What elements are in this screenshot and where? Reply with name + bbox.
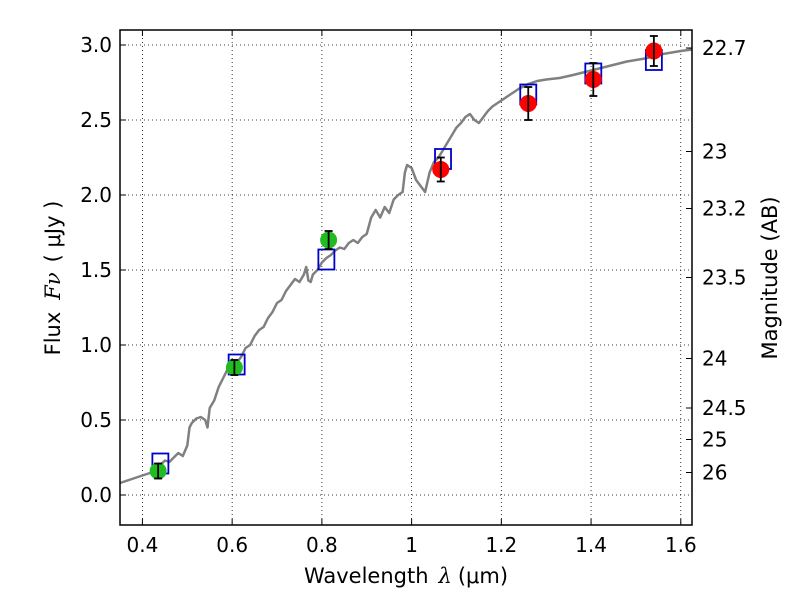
y-tick-label: 1.5 xyxy=(80,258,112,282)
magnitude-tick-label: 23.2 xyxy=(702,197,747,221)
magnitude-tick-label: 22.7 xyxy=(702,36,747,60)
x-tick-label: 1.6 xyxy=(665,533,697,557)
magnitude-tick-label: 26 xyxy=(702,461,727,485)
tick-layer: 0.4 0.6 0.8 1 1.2 1.4 1.6 0.0 0.5 1.0 1.5 2.0 2.5 3.0… xyxy=(80,30,747,557)
x-tick-label: 0.8 xyxy=(306,533,338,557)
y-tick-label: 0.0 xyxy=(80,483,112,507)
y-tick-label: 1.0 xyxy=(80,333,112,357)
x-axis-label: Wavelength λ (μm) xyxy=(304,564,508,588)
y-axis-label: FluxFν( μJy ) xyxy=(41,201,65,356)
x-tick-label: 0.6 xyxy=(216,533,248,557)
grid-layer xyxy=(120,30,692,525)
x-tick-label: 1.4 xyxy=(575,533,607,557)
y-tick-label: 2.5 xyxy=(80,108,112,132)
y-tick-label: 2.0 xyxy=(80,183,112,207)
y-tick-label: 0.5 xyxy=(80,408,112,432)
magnitude-tick-label: 24 xyxy=(702,347,727,371)
model-spectrum-line xyxy=(119,48,693,485)
magnitude-tick-label: 23 xyxy=(702,140,727,164)
y2-axis-label: Magnitude (AB) xyxy=(758,196,782,359)
x-tick-label: 1.2 xyxy=(485,533,517,557)
x-tick-label: 0.4 xyxy=(127,533,159,557)
magnitude-tick-label: 23.5 xyxy=(702,266,747,290)
x-tick-label: 1 xyxy=(405,533,418,557)
marker-layer xyxy=(149,35,663,480)
spectrum-layer xyxy=(119,48,693,485)
magnitude-tick-label: 24.5 xyxy=(702,396,747,420)
magnitude-tick-label: 25 xyxy=(702,428,727,452)
y-tick-label: 3.0 xyxy=(80,33,112,57)
